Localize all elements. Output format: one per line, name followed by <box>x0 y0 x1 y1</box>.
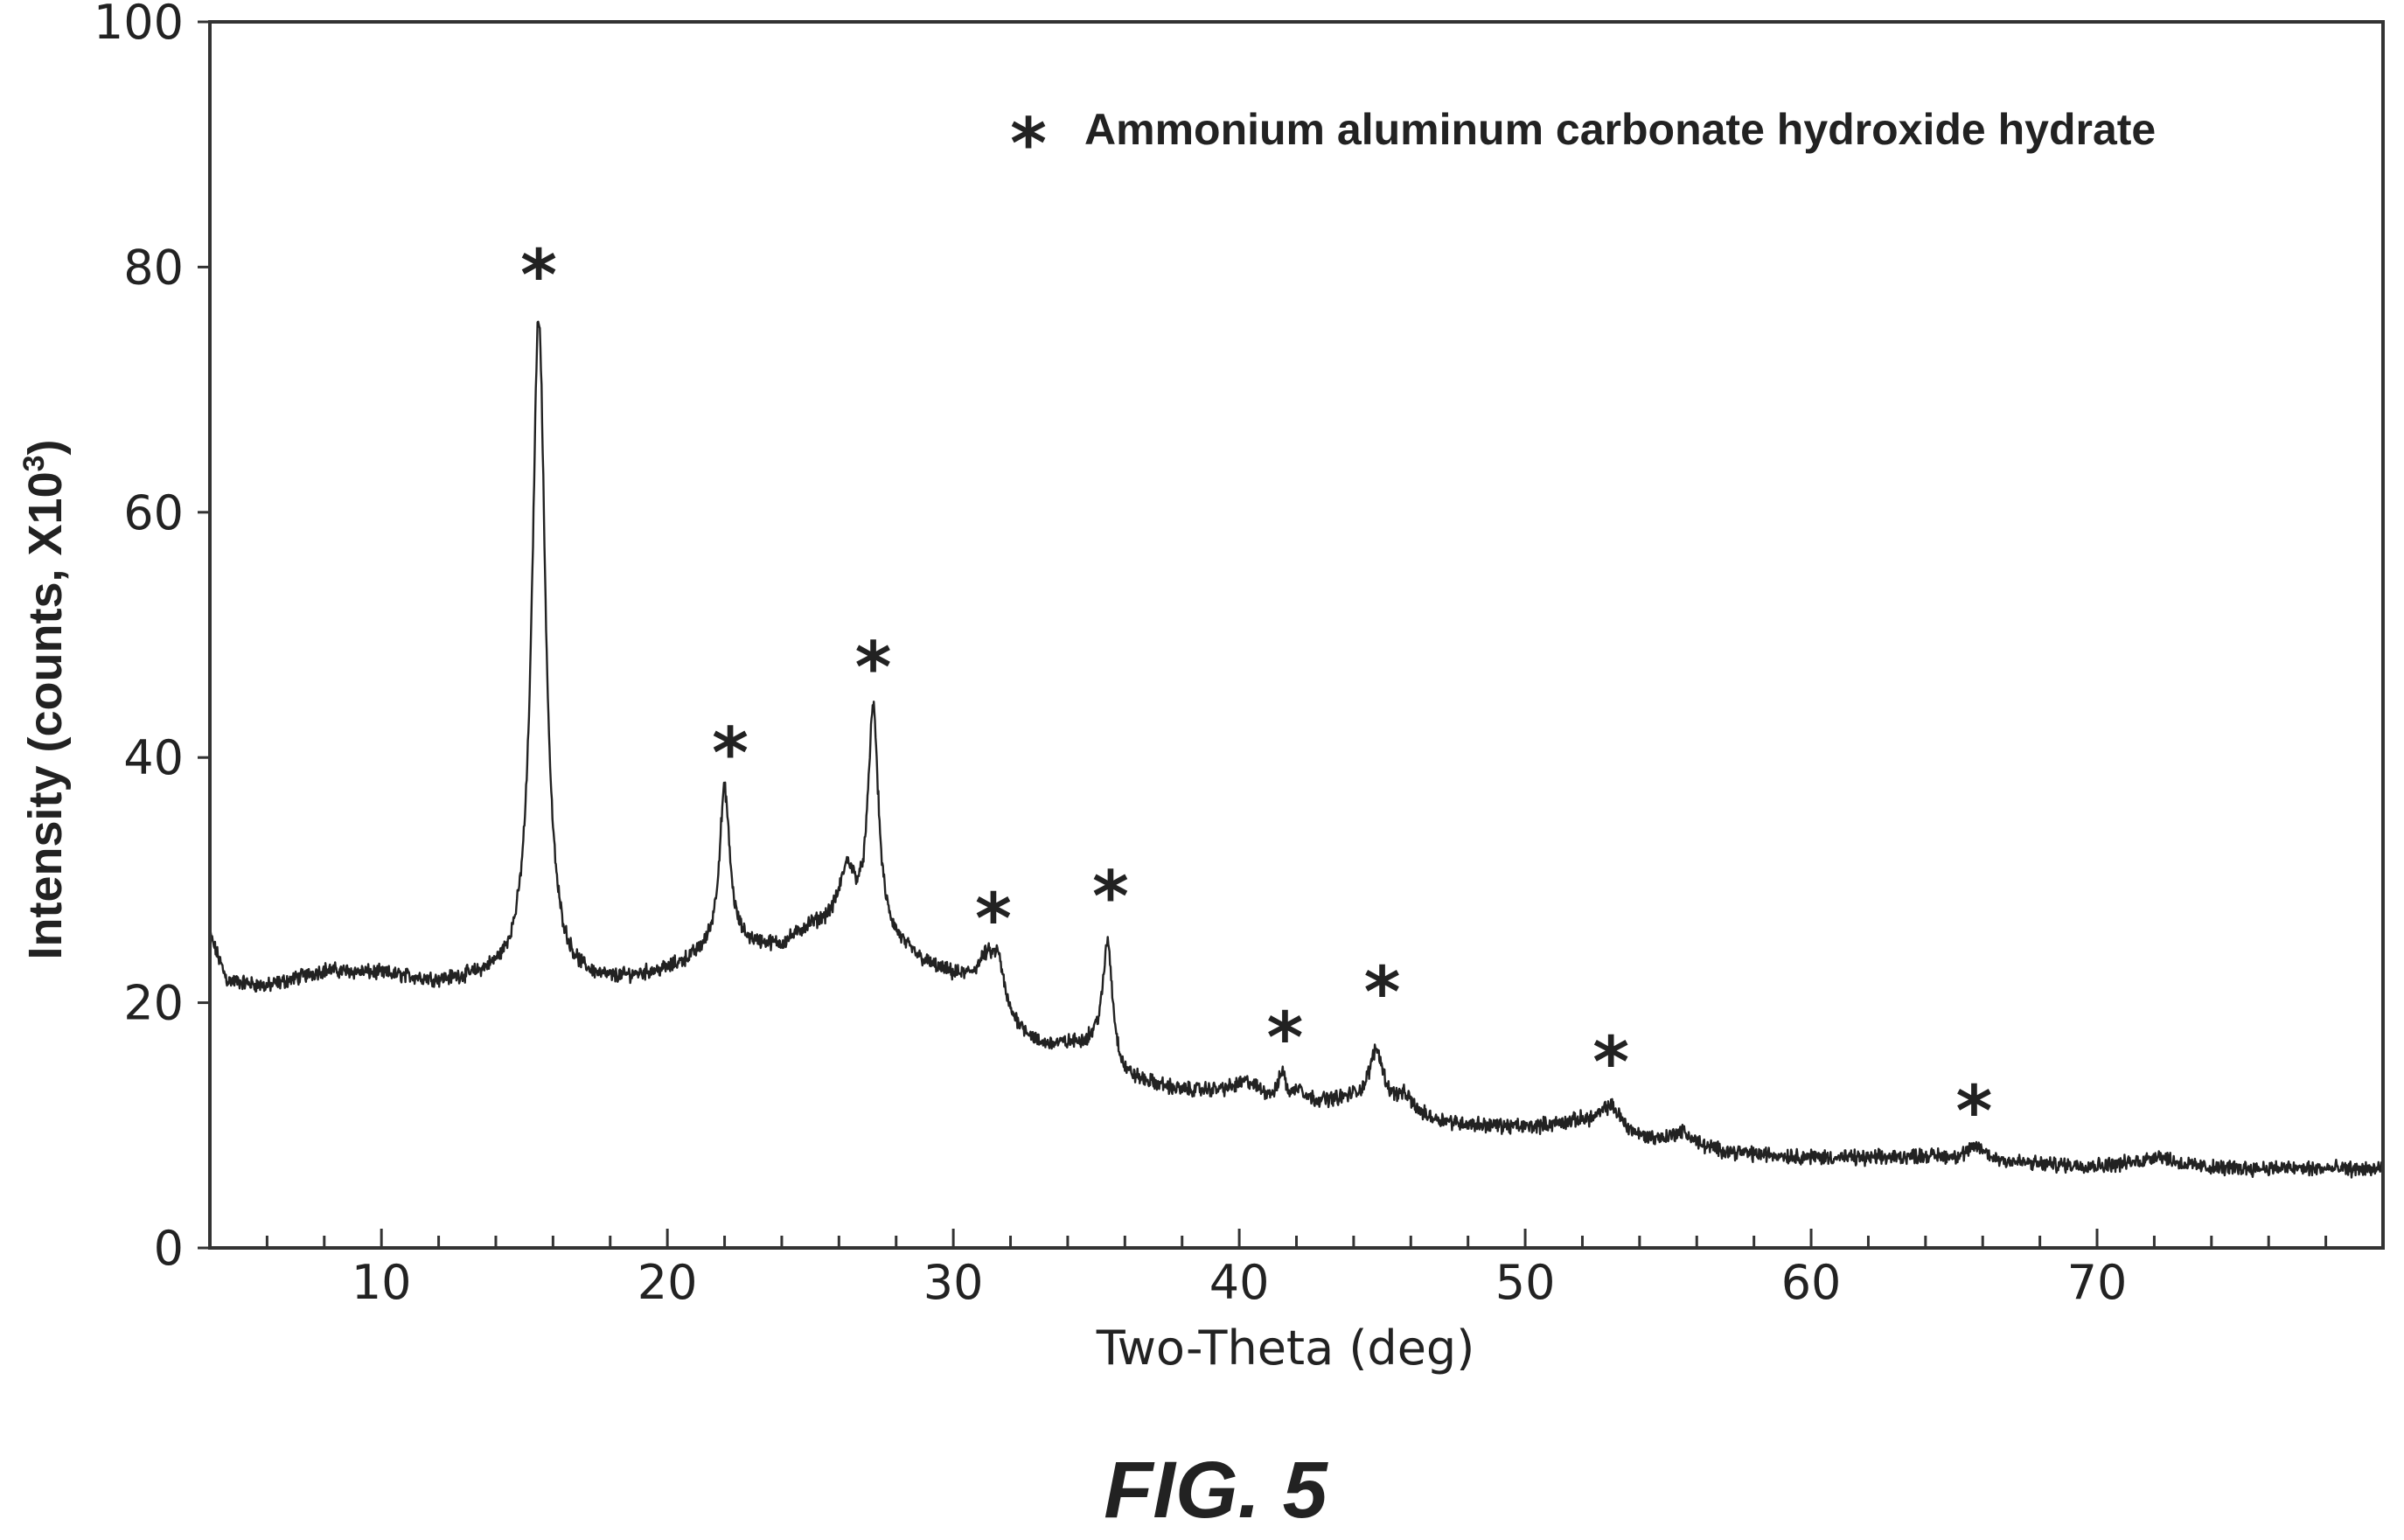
y-tick-label: 20 <box>123 976 184 1031</box>
peak-marker: * <box>1364 952 1401 1034</box>
x-tick-label: 10 <box>352 1255 412 1310</box>
peak-marker: * <box>1092 856 1129 937</box>
peak-marker: * <box>855 627 892 708</box>
peak-marker: * <box>1956 1071 1993 1153</box>
x-tick-label: 50 <box>1495 1255 1556 1310</box>
y-tick-label: 80 <box>123 240 184 295</box>
figure-caption: FIG. 5 <box>1104 1446 1328 1535</box>
x-tick-label: 30 <box>923 1255 984 1310</box>
x-axis-title: Two-Theta (deg) <box>1096 1320 1475 1376</box>
y-axis-ticks: 0 20 40 60 80 100 <box>94 0 210 1276</box>
xrd-pattern-line <box>208 320 2384 1179</box>
legend: * Ammonium aluminum carbonate hydroxide … <box>1010 103 2156 185</box>
y-axis-title: Intensity (counts, X103) <box>17 439 72 959</box>
x-axis-ticks: 10 20 30 40 50 60 70 <box>265 1229 2328 1310</box>
x-tick-label: 60 <box>1781 1255 1842 1310</box>
legend-label: Ammonium aluminum carbonate hydroxide hy… <box>1084 105 2156 154</box>
x-tick-label: 70 <box>2067 1255 2128 1310</box>
peak-marker: * <box>1592 1021 1629 1103</box>
peak-marker: * <box>520 234 557 316</box>
y-tick-label: 40 <box>123 730 184 785</box>
plot-area-frame <box>208 20 2385 1250</box>
x-tick-label: 40 <box>1209 1255 1270 1310</box>
y-axis-title-superscript: 3 <box>17 455 51 471</box>
peak-marker: * <box>1266 997 1303 1078</box>
peak-markers: * * * * * * * * * <box>520 234 1992 1152</box>
y-tick-label: 0 <box>154 1221 184 1276</box>
y-axis-title-close: ) <box>19 439 72 455</box>
y-tick-label: 60 <box>123 485 184 540</box>
y-tick-label: 100 <box>94 0 184 50</box>
peak-marker: * <box>975 878 1012 959</box>
peak-marker: * <box>712 713 749 794</box>
legend-marker: * <box>1010 103 1047 185</box>
x-tick-label: 20 <box>638 1255 698 1310</box>
y-axis-title-main: Intensity (counts, X10 <box>19 471 72 959</box>
